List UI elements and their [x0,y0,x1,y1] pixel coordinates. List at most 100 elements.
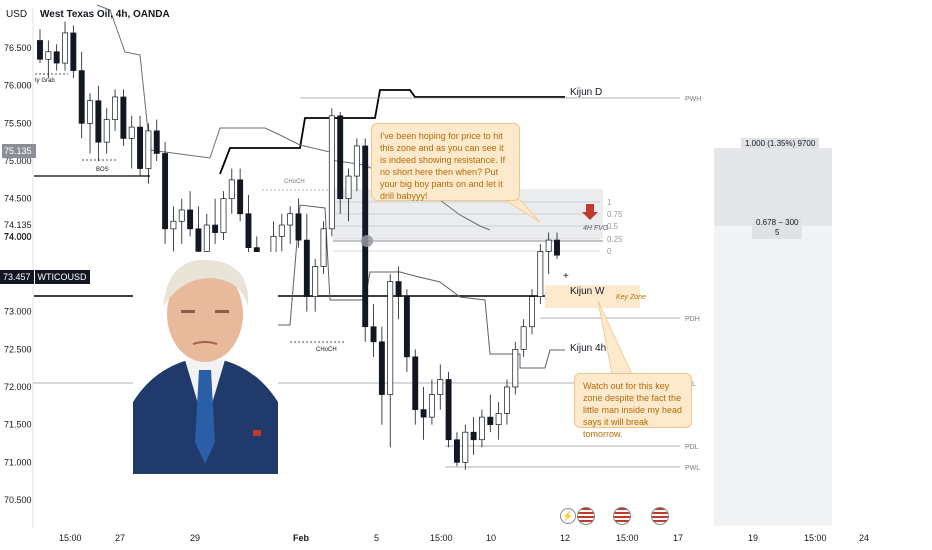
x-tick-label: 10 [486,533,496,543]
candle-body[interactable] [145,130,152,169]
candle-body[interactable] [395,281,402,297]
kijun-d-line [219,89,565,175]
candle-body[interactable] [87,100,93,124]
measure-mid-label: 0.678 − 300 5 [752,217,803,239]
candle-body[interactable] [153,130,160,154]
measure-region-upper [714,148,832,226]
candle-body[interactable] [212,224,219,233]
x-tick-label: 27 [115,533,125,543]
x-tick-label: 15:00 [430,533,453,543]
candles-layer[interactable] [37,21,560,470]
candle-body[interactable] [445,379,452,441]
candle-body[interactable] [237,179,244,215]
y-axis[interactable]: 76.500 76.000 75.500 75.000 74.500 74.000 73.0… [4,43,32,505]
key-zone-label: Key Zone [616,294,646,301]
candle-body[interactable] [378,341,385,395]
candle-body[interactable] [545,239,552,252]
symbol-price-badge: 73.457 WTICOUSD [0,270,90,284]
candle-body[interactable] [228,179,235,200]
candle-body[interactable] [37,40,43,60]
candle-body[interactable] [370,326,377,343]
candle-body[interactable] [520,326,527,350]
candle-body[interactable] [170,220,177,230]
candle-body[interactable] [353,145,360,177]
down-arrow-icon [582,204,598,220]
candle-body[interactable] [45,51,52,60]
portrait-image [133,252,278,474]
x-tick-label: 15:00 [59,533,82,543]
candle-body[interactable] [303,239,310,297]
candle-body[interactable] [295,213,302,241]
y-tick-label: 76.500 [4,43,32,53]
candle-body[interactable] [195,228,202,252]
candle-body[interactable] [504,386,510,414]
candle-body[interactable] [462,431,469,463]
candle-body[interactable] [453,439,460,463]
candle-body[interactable] [537,251,544,297]
x-tick-label: 24 [859,533,869,543]
candle-body[interactable] [137,126,144,169]
crosshair-mark: + [563,271,569,282]
candle-body[interactable] [128,126,135,139]
candle-body[interactable] [512,348,519,388]
y-tick-label: 73.000 [4,307,32,317]
y-tick-label: 71.500 [4,420,32,430]
choch-label: CHoCH [284,179,305,185]
candle-body[interactable] [328,115,335,230]
candle-body[interactable] [120,96,127,139]
candle-body[interactable] [337,115,344,200]
us-flag-event-icon-3[interactable] [651,507,669,525]
candle-body[interactable] [470,431,477,441]
candle-body[interactable] [320,228,327,267]
x-tick-label: Feb [293,533,310,543]
y-tick-label: 74.000 [4,232,32,242]
candle-body[interactable] [487,416,494,426]
fib-level-label: 0 [607,247,612,256]
fib-level-label: 0.25 [607,235,623,244]
flash-icon[interactable]: ⚡ [560,508,576,524]
y-tick-label: 74.500 [4,194,32,204]
measure-region-lower [714,226,832,526]
us-flag-event-icon-2[interactable] [613,507,631,525]
overlays-layer [32,4,690,528]
touch-marker [361,235,373,247]
candle-body[interactable] [387,281,394,395]
x-tick-label: 17 [673,533,683,543]
candle-body[interactable] [495,413,502,426]
candle-body[interactable] [62,32,68,64]
x-tick-label: 19 [748,533,758,543]
candle-body[interactable] [112,96,118,120]
y-tick-label: 71.000 [4,457,32,467]
candle-body[interactable] [187,209,194,230]
candle-body[interactable] [162,153,169,230]
candle-body[interactable] [103,119,110,143]
candle-body[interactable] [245,213,252,248]
candle-body[interactable] [412,356,419,410]
candle-body[interactable] [70,32,77,71]
candle-body[interactable] [345,175,352,200]
y-tick-label: 75.000 [4,156,32,166]
candle-body[interactable] [312,266,319,297]
candle-body[interactable] [178,209,185,222]
x-axis[interactable]: 15:00 27 29 Feb 5 15:00 10 12 15:00 17 19 15:00 24 [59,533,869,543]
candle-body[interactable] [53,51,60,64]
candle-body[interactable] [554,239,560,256]
candle-body[interactable] [278,224,285,237]
candle-body[interactable] [220,198,227,233]
candle-body[interactable] [428,394,435,418]
candle-body[interactable] [403,296,410,358]
us-flag-event-icon[interactable] [577,507,595,525]
pdh-label: PDH [685,316,700,323]
candle-body[interactable] [420,409,427,418]
candle-body[interactable] [78,70,85,124]
candle-body[interactable] [287,213,294,226]
y-tick-label: 74.135 [4,220,32,230]
liquidity-grab-label: ty Grab [35,78,55,84]
candle-body[interactable] [203,224,210,252]
candle-body[interactable] [529,296,535,328]
candle-body[interactable] [95,100,102,143]
candle-body[interactable] [437,379,444,395]
pwl-label: PWL [685,465,700,472]
candle-body[interactable] [479,416,485,441]
